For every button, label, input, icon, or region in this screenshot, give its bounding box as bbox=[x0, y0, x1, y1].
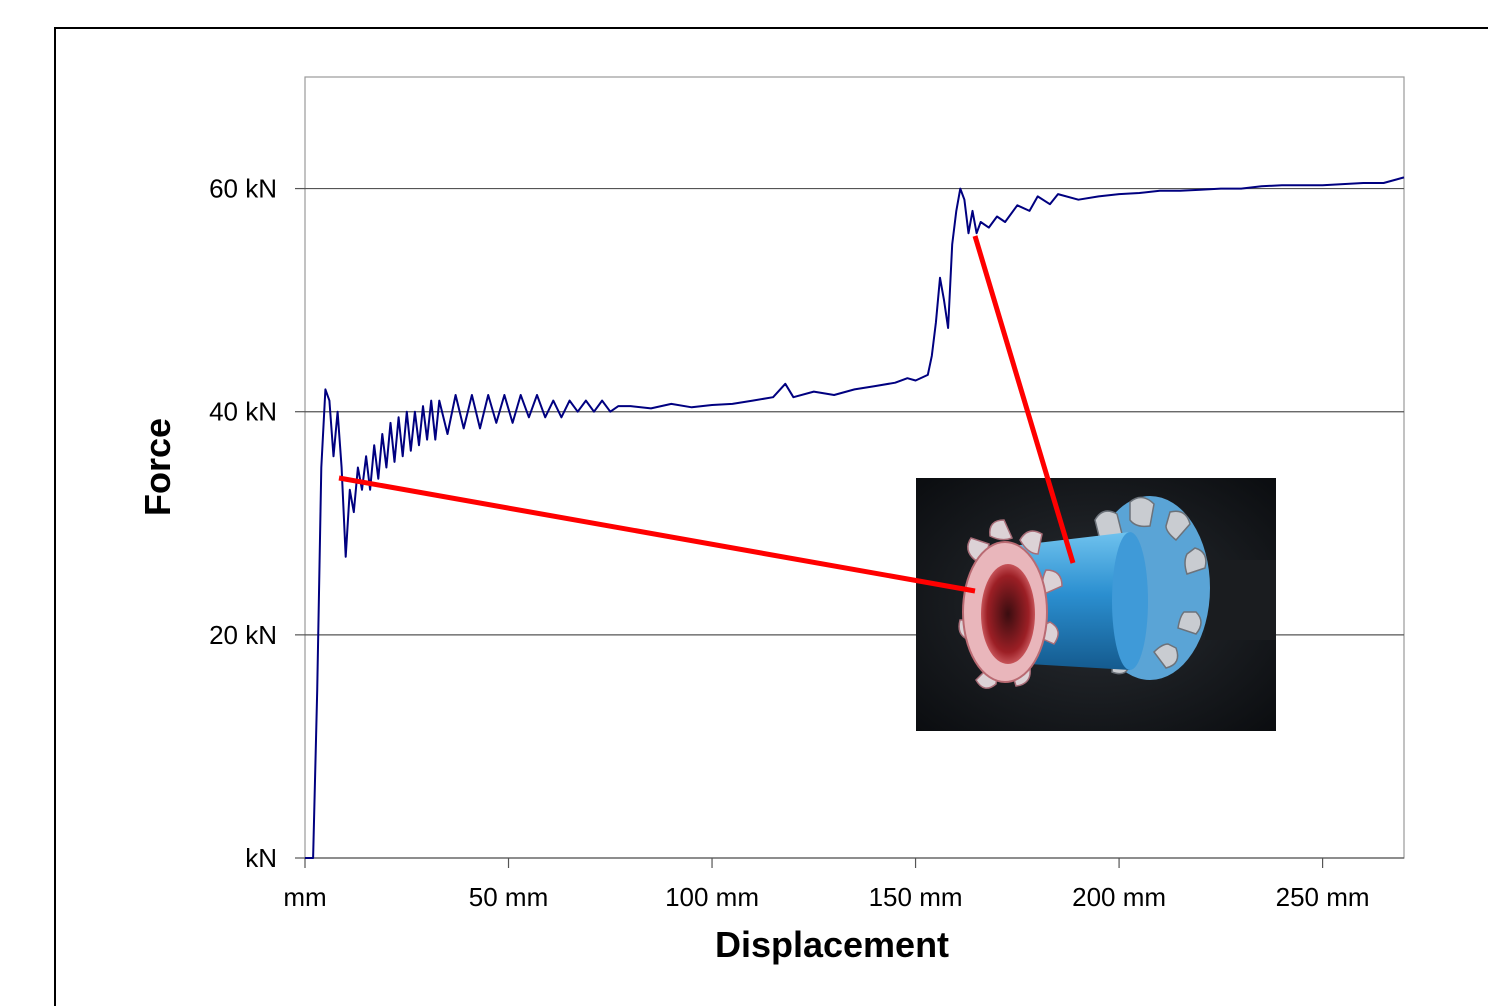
leader-line-initial-fold bbox=[338, 475, 976, 594]
x-tick-label: 100 mm bbox=[665, 882, 759, 912]
x-axis-ticks bbox=[304, 857, 1404, 868]
plot-area bbox=[304, 76, 1405, 859]
y-tick-label: 40 kN bbox=[209, 397, 277, 427]
x-tick-label: 250 mm bbox=[1276, 882, 1370, 912]
x-tick-label: 200 mm bbox=[1072, 882, 1166, 912]
annotation-leader-lines bbox=[338, 235, 1076, 594]
crushed-tube-photo bbox=[916, 478, 1276, 731]
force-series-line bbox=[305, 176, 1405, 859]
chart-frame bbox=[54, 27, 1488, 1006]
y-tick-label: kN bbox=[245, 843, 277, 873]
leader-line-second-fold bbox=[972, 235, 1076, 564]
y-tick-label: 20 kN bbox=[209, 620, 277, 650]
y-axis-tick-labels: kN 20 kN 40 kN 60 kN bbox=[209, 174, 277, 873]
x-axis-title: Displacement bbox=[715, 924, 949, 965]
y-tick-label: 60 kN bbox=[209, 174, 277, 204]
y-axis-ticks bbox=[295, 187, 305, 859]
y-axis-title: Force bbox=[137, 418, 178, 516]
x-tick-label: mm bbox=[283, 882, 326, 912]
x-tick-label: 50 mm bbox=[469, 882, 548, 912]
x-tick-label: 150 mm bbox=[869, 882, 963, 912]
x-axis-tick-labels: mm 50 mm 100 mm 150 mm 200 mm 250 mm bbox=[283, 882, 1369, 912]
